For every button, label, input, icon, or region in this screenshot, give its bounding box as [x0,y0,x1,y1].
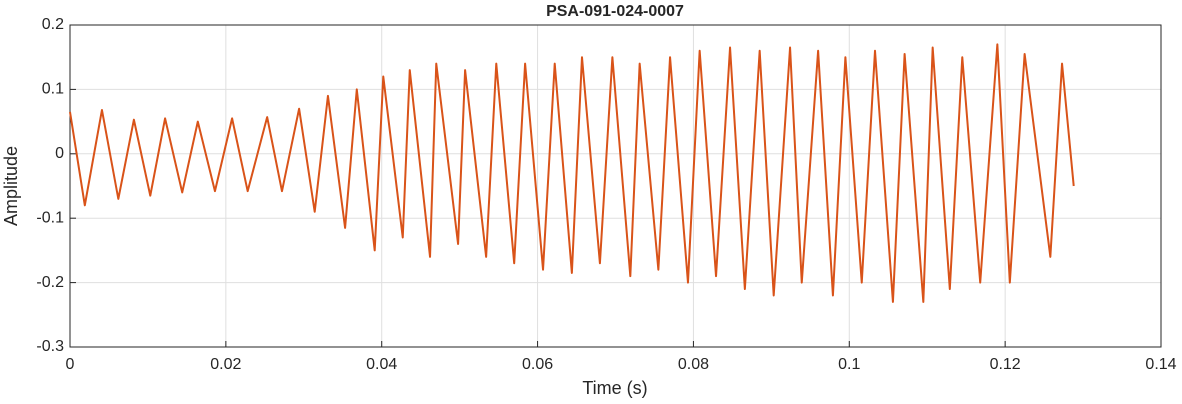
x-tick-label: 0.1 [838,356,860,373]
y-tick-label: -0.3 [36,338,64,355]
plot-frame [69,24,1162,348]
data-line [69,43,1075,303]
x-tick-label: 0.12 [990,356,1021,373]
x-tick-label: 0 [66,356,75,373]
chart-title: PSA-091-024-0007 [546,3,684,20]
y-tick-label: -0.2 [36,274,64,291]
x-tick-label: 0.06 [522,356,553,373]
x-tick-label: 0.08 [678,356,709,373]
y-tick-label: 0.2 [42,16,64,33]
y-tick-label: -0.1 [36,209,64,226]
x-tick-label: 0.02 [210,356,241,373]
y-tick-label: 0 [55,145,64,162]
y-axis-label: Amplitude [1,146,21,226]
x-axis-label: Time (s) [582,378,647,398]
x-tick-label: 0.14 [1145,356,1176,373]
x-tick-label: 0.04 [366,356,397,373]
y-tick-label: 0.1 [42,81,64,98]
